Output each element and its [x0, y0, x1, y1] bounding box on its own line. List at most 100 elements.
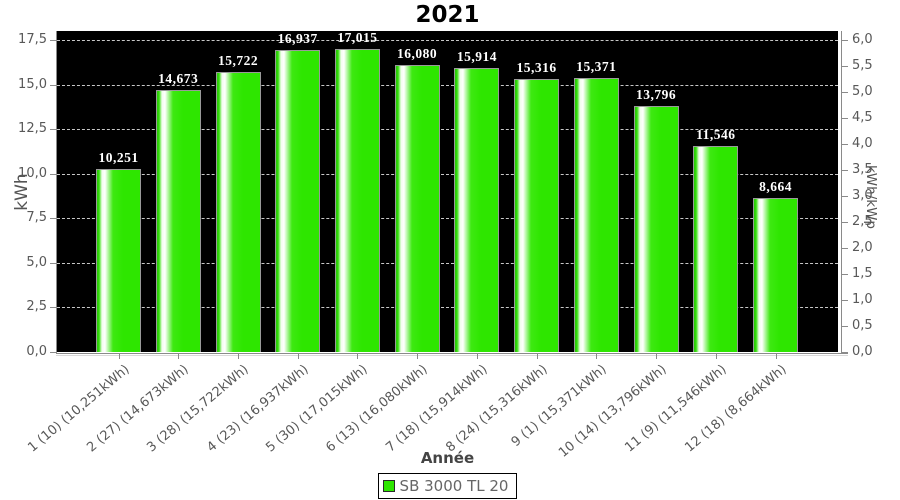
- y-axis-right-tick: [842, 91, 848, 93]
- x-axis-line-shadow: [56, 355, 848, 356]
- x-axis-tick: [297, 354, 299, 359]
- y-axis-right-tick: [842, 39, 848, 41]
- bar-value-label: 15,316: [516, 59, 557, 75]
- y-axis-left-tick: [50, 173, 57, 175]
- y-axis-right-tick: [842, 143, 848, 145]
- y-axis-title-left: kWh: [12, 173, 32, 211]
- y-axis-right-tick-label: 4,5: [852, 109, 873, 125]
- y-axis-right-tick: [842, 274, 848, 275]
- x-axis-tick: [596, 354, 598, 359]
- bar-value-label: 17,015: [337, 29, 378, 45]
- x-axis-tick: [238, 354, 239, 359]
- bar-value-label: 11,546: [696, 127, 736, 143]
- y-axis-left-tick-label: 0,0: [26, 344, 47, 359]
- y-axis-right-tick-label: 4,0: [852, 135, 873, 151]
- gridline: [57, 84, 838, 86]
- y-axis-right-tick-label: 3,0: [852, 188, 873, 203]
- y-axis-right-tick: [842, 248, 848, 249]
- x-axis-tick: [656, 354, 658, 359]
- legend-label: SB 3000 TL 20: [399, 477, 509, 495]
- y-axis-right-tick-label: 2,0: [852, 240, 873, 255]
- gridline: [57, 129, 838, 131]
- y-axis-left-line: [56, 31, 57, 353]
- y-axis-left-tick: [50, 262, 57, 264]
- y-axis-right-tick: [842, 326, 848, 327]
- y-axis-left-tick: [50, 84, 57, 86]
- x-axis-category-label: 6 (13) (16,080kWh): [323, 362, 431, 456]
- x-axis-category-label: 4 (23) (16,937kWh): [204, 362, 312, 456]
- y-axis-right-tick: [842, 65, 848, 67]
- bar: [275, 50, 321, 352]
- gridline: [57, 262, 838, 264]
- bar-value-label: 16,937: [277, 31, 318, 46]
- y-axis-left-tick-label: 5,0: [26, 254, 47, 270]
- x-axis-category-label: 7 (18) (15,914kWh): [383, 362, 491, 456]
- y-axis-right-tick-label: 5,0: [852, 83, 873, 99]
- x-axis-category-label: 1 (10) (10,251kWh): [24, 362, 133, 456]
- gridline: [57, 218, 838, 220]
- y-axis-right-tick: [842, 222, 848, 223]
- bar: [454, 68, 500, 352]
- y-axis-right-tick-label: 0,0: [852, 344, 873, 359]
- y-axis-right-tick: [842, 170, 848, 171]
- x-axis-tick: [357, 354, 359, 359]
- x-axis-tick: [536, 354, 538, 359]
- legend: SB 3000 TL 20: [57, 473, 838, 499]
- bar: [96, 169, 141, 352]
- bar: [215, 71, 261, 352]
- bar-value-label: 15,914: [456, 49, 497, 65]
- bar-value-label: 16,080: [397, 46, 438, 62]
- y-axis-left-tick-label: 12,5: [18, 121, 47, 137]
- x-axis-category-label: 11 (9) (11,546kWh): [622, 362, 730, 456]
- x-axis-category-label: 5 (30) (17,015kWh): [263, 362, 372, 456]
- y-axis-left-tick-label: 2,5: [26, 299, 47, 315]
- y-axis-left-tick-label: 10,0: [18, 165, 47, 181]
- x-axis-tick: [715, 354, 717, 359]
- x-axis-category-label: 3 (28) (15,722kWh): [144, 362, 252, 456]
- legend-box: SB 3000 TL 20: [377, 473, 518, 499]
- y-axis-right-tick: [842, 196, 848, 197]
- y-axis-right-line: [841, 31, 842, 353]
- bar: [633, 106, 679, 352]
- gridline: [57, 173, 838, 175]
- x-axis-category-label: 12 (18) (8,664kWh): [681, 362, 790, 456]
- y-axis-left-tick: [50, 218, 57, 220]
- bar: [334, 48, 380, 352]
- x-axis-title: Année: [420, 449, 475, 467]
- y-axis-left-tick: [50, 352, 57, 353]
- y-axis-left-tick-label: 15,0: [18, 76, 47, 92]
- plot-area: 10,251 14,673 15,722 16,937 17,015 16,080 15,9…: [57, 29, 838, 352]
- bar: [514, 78, 560, 352]
- x-axis-tick: [775, 354, 777, 359]
- bar: [693, 146, 739, 352]
- y-axis-right-tick: [842, 352, 848, 353]
- bar-value-label: 14,673: [158, 71, 199, 87]
- y-axis-right-tick-label: 6,0: [852, 31, 873, 47]
- y-axis-left-tick: [50, 307, 57, 309]
- gridline: [57, 307, 838, 309]
- bar-value-label: 13,796: [636, 87, 677, 102]
- bar: [394, 65, 440, 352]
- bar-value-label: 10,251: [98, 150, 139, 166]
- x-axis-tick: [476, 354, 478, 359]
- y-axis-right-tick: [842, 300, 848, 301]
- y-axis-left-tick-label: 17,5: [18, 31, 47, 47]
- legend-swatch-icon: [382, 480, 395, 492]
- y-axis-left-tick: [50, 129, 57, 131]
- bar-value-label: 8,664: [759, 178, 792, 194]
- bar: [573, 77, 619, 352]
- y-axis-left-tick-label: 7,5: [26, 210, 47, 226]
- y-axis-right-tick-label: 5,5: [852, 57, 873, 73]
- x-axis-category-label: 8 (24) (15,316kWh): [442, 362, 551, 456]
- gridline: [57, 39, 838, 41]
- y-axis-right-tick: [842, 117, 848, 119]
- y-axis-right-tick-label: 1,0: [852, 292, 873, 307]
- x-axis-category-label: 10 (14) (13,796kWh): [556, 362, 670, 461]
- bar: [753, 197, 798, 352]
- bar-value-label: 15,371: [576, 58, 617, 74]
- x-axis-tick: [118, 354, 120, 359]
- x-axis-tick: [178, 354, 180, 359]
- x-axis-line: [56, 353, 848, 354]
- y-axis-right-tick-label: 3,5: [852, 162, 873, 177]
